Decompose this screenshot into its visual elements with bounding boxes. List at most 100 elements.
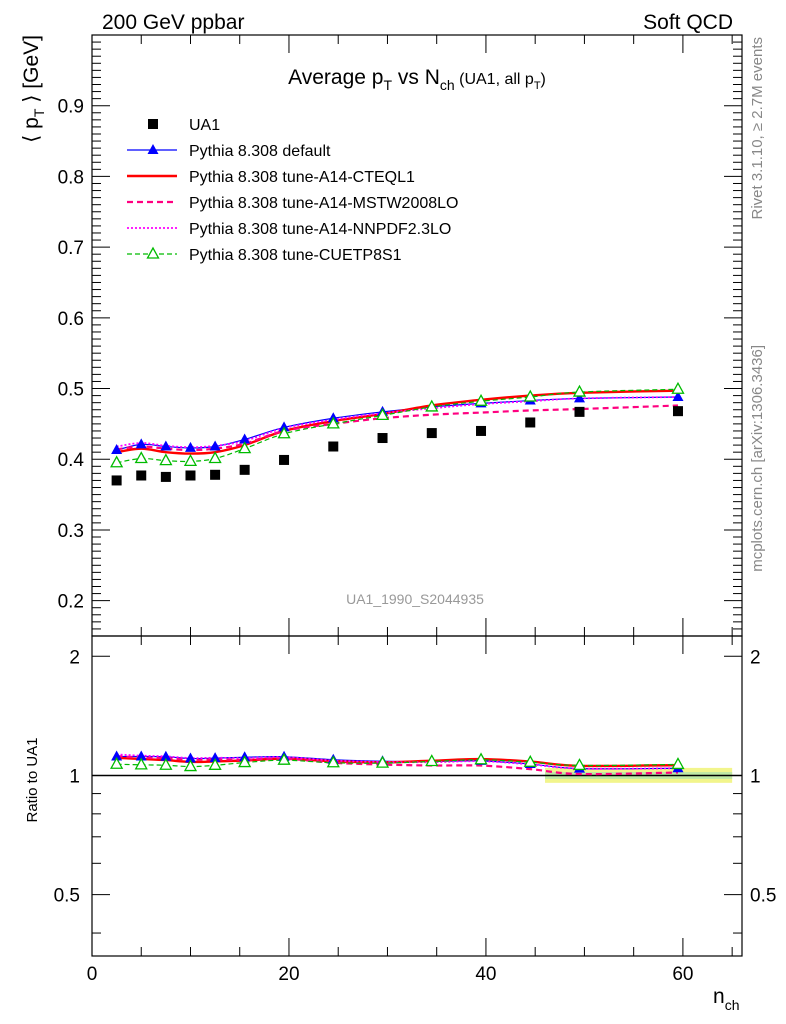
legend-label: Pythia 8.308 tune-CUETP8S1 [189,247,402,264]
mc-point [574,392,585,403]
data-point [672,406,683,417]
mc-point [474,393,488,406]
mc-point [672,391,684,402]
ratio-point [523,754,537,767]
main-series-line [116,388,679,464]
mc-point [135,438,147,449]
legend-label: Pythia 8.308 tune-A14-CTEQL1 [189,169,415,186]
data-point [239,464,250,475]
ratio-point [425,754,439,767]
data-point [111,475,122,486]
rivet-label: Rivet 3.1.10, ≥ 2.7M events [749,37,766,220]
mc-point [523,389,537,402]
ratio-ytick-label-right: 1 [750,766,761,787]
main-ytick-label: 0.4 [58,450,85,471]
data-point [574,406,585,417]
ratio-point [159,757,173,770]
ratio-axis-ticks: 0.5 0.51 12 20 20 40 60 [54,636,776,985]
ratio-point [209,752,221,763]
xtick-label: 40 [475,964,496,985]
main-ytick-label: 0.9 [58,97,84,118]
mc-point [110,455,124,468]
header-left: 200 GeV ppbar [102,11,244,34]
mc-point [209,440,221,451]
main-ytick-label: 0.2 [58,592,84,613]
mc-point [111,444,123,455]
ratio-point [375,755,390,768]
data-point [377,433,388,444]
mc-point [572,384,587,397]
ratio-point [110,756,124,769]
ratio-ytick-label-right: 0.5 [750,886,776,907]
data-point [279,454,290,465]
main-ytick-label: 0.8 [58,167,84,188]
analysis-watermark: UA1_1990_S2044935 [346,591,484,607]
main-ytick-label: 0.3 [58,521,84,542]
main-title-mid: vs N [392,66,440,89]
main-ytick-label: 0.6 [58,309,84,330]
main-title-sub1: T [383,77,392,93]
ratio-point [160,750,172,761]
data-point [210,469,221,480]
legend: UA1 Pythia 8.308 default Pythia 8.308 tune… [127,117,458,264]
mc-point [375,408,390,421]
ratio-ytick-label: 2 [69,647,80,668]
ratio-plot-frame [91,635,743,957]
xtick-label: 60 [672,964,693,985]
main-axis-ticks: 0.2 0.3 0.4 0.5 0.6 0.7 0.8 0.9 [58,35,742,637]
data-point [185,470,196,481]
ratio-point [208,757,222,770]
mc-point [239,433,251,444]
main-title: Average pT vs Nch (UA1, all pT) [288,66,546,93]
mc-point [277,426,291,439]
main-ylabel-post: ⟩ [GeV] [20,35,43,109]
main-ylabel: ⟨ pT ⟩ [GeV] [20,35,47,143]
main-series-line [116,396,678,449]
xtick-label: 0 [87,964,98,985]
mc-point [326,416,340,429]
main-plot-series [110,381,685,486]
ratio-point [277,752,291,765]
mc-point [425,399,439,412]
legend-label: Pythia 8.308 default [189,143,331,160]
xtick-label: 20 [278,964,299,985]
legend-label: UA1 [189,117,220,134]
mc-point [208,451,222,464]
xlabel-main: n [713,985,725,1008]
ratio-point [184,752,196,763]
ratio-point [238,755,252,768]
legend-label: Pythia 8.308 tune-A14-NNPDF2.3LO [189,221,451,238]
ratio-ytick-label-right: 2 [750,647,761,668]
main-ylabel-pre: ⟨ p [20,117,43,143]
ratio-ytick-label: 1 [69,766,80,787]
ratio-point [134,757,148,770]
xlabel-sub: ch [725,997,740,1013]
mc-point [159,453,173,466]
main-title-small-post: ) [541,71,546,88]
data-point [328,441,339,452]
main-title-sub2: ch [440,77,455,93]
data-point [136,470,147,481]
xlabel: nch [713,985,739,1013]
data-point [476,425,487,436]
main-ylabel-sub: T [31,108,47,117]
mc-point [278,421,290,432]
ratio-point [135,750,147,761]
ratio-point [474,752,488,765]
ratio-point [111,750,123,761]
ratio-ylabel: Ratio to UA1 [24,737,41,822]
main-title-small-pre: (UA1, all p [455,71,534,88]
data-point [525,417,536,428]
legend-marker [147,144,159,154]
ratio-plot-series [92,750,742,783]
main-ytick-label: 0.5 [58,380,84,401]
mc-point [671,381,685,394]
header-right: Soft QCD [643,11,733,34]
main-series-line [116,396,678,451]
ratio-point [326,755,340,768]
main-series-line [116,389,679,455]
main-title-small-sub: T [534,80,541,92]
ratio-point [572,758,587,771]
legend-marker [148,119,158,129]
